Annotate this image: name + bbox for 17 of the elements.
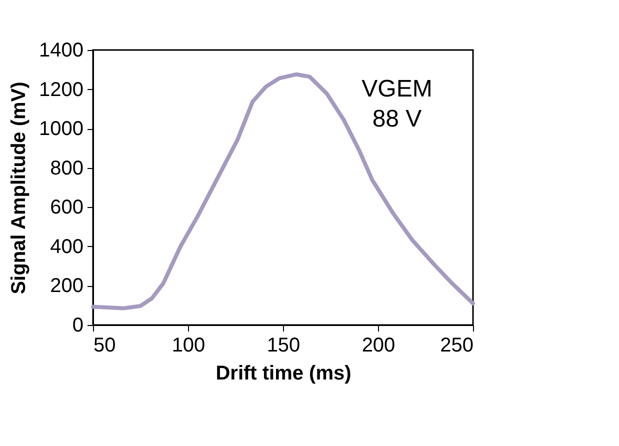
y-tick-label: 200 — [50, 275, 84, 298]
y-tick-label: 1400 — [39, 40, 84, 62]
y-tick-label: 1200 — [39, 78, 84, 101]
x-tick-label: 50 — [94, 334, 116, 356]
x-tick-label: 250 — [440, 334, 474, 356]
y-tick-label: 400 — [50, 236, 84, 258]
x-tick-label: 200 — [362, 334, 396, 356]
x-tick-label: 150 — [266, 334, 300, 356]
y-tick-label: 600 — [50, 196, 84, 219]
y-tick-label: 800 — [50, 157, 84, 180]
y-axis-title: Signal Amplitude (mV) — [8, 82, 30, 294]
y-tick-label: 1000 — [39, 118, 84, 140]
annotation: VGEM 88 V — [362, 76, 432, 132]
x-tick-label: 100 — [172, 334, 206, 356]
y-tick-label: 0 — [72, 314, 84, 336]
line-series — [91, 72, 475, 310]
x-axis-title: Drift time (ms) — [216, 362, 352, 384]
